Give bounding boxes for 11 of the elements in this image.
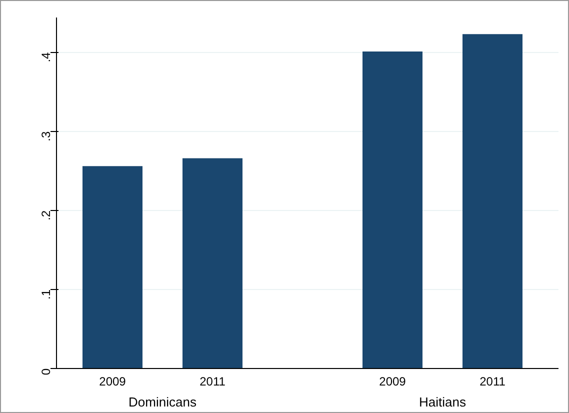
- y-tick-label: .1: [39, 289, 53, 300]
- x-tick-label: 2011: [200, 374, 226, 388]
- y-tick-label: .4: [39, 52, 53, 62]
- x-tick-label: 2009: [99, 374, 126, 388]
- x-tick-label: 2009: [379, 374, 406, 388]
- text: Dominicans: [128, 394, 197, 410]
- y-tick-label: .2: [39, 210, 53, 220]
- y-tick-label: 0: [39, 368, 53, 376]
- text: Haitians: [419, 394, 466, 410]
- x-tick-label: 2011: [480, 374, 506, 388]
- y-tick-label: .3: [39, 131, 53, 142]
